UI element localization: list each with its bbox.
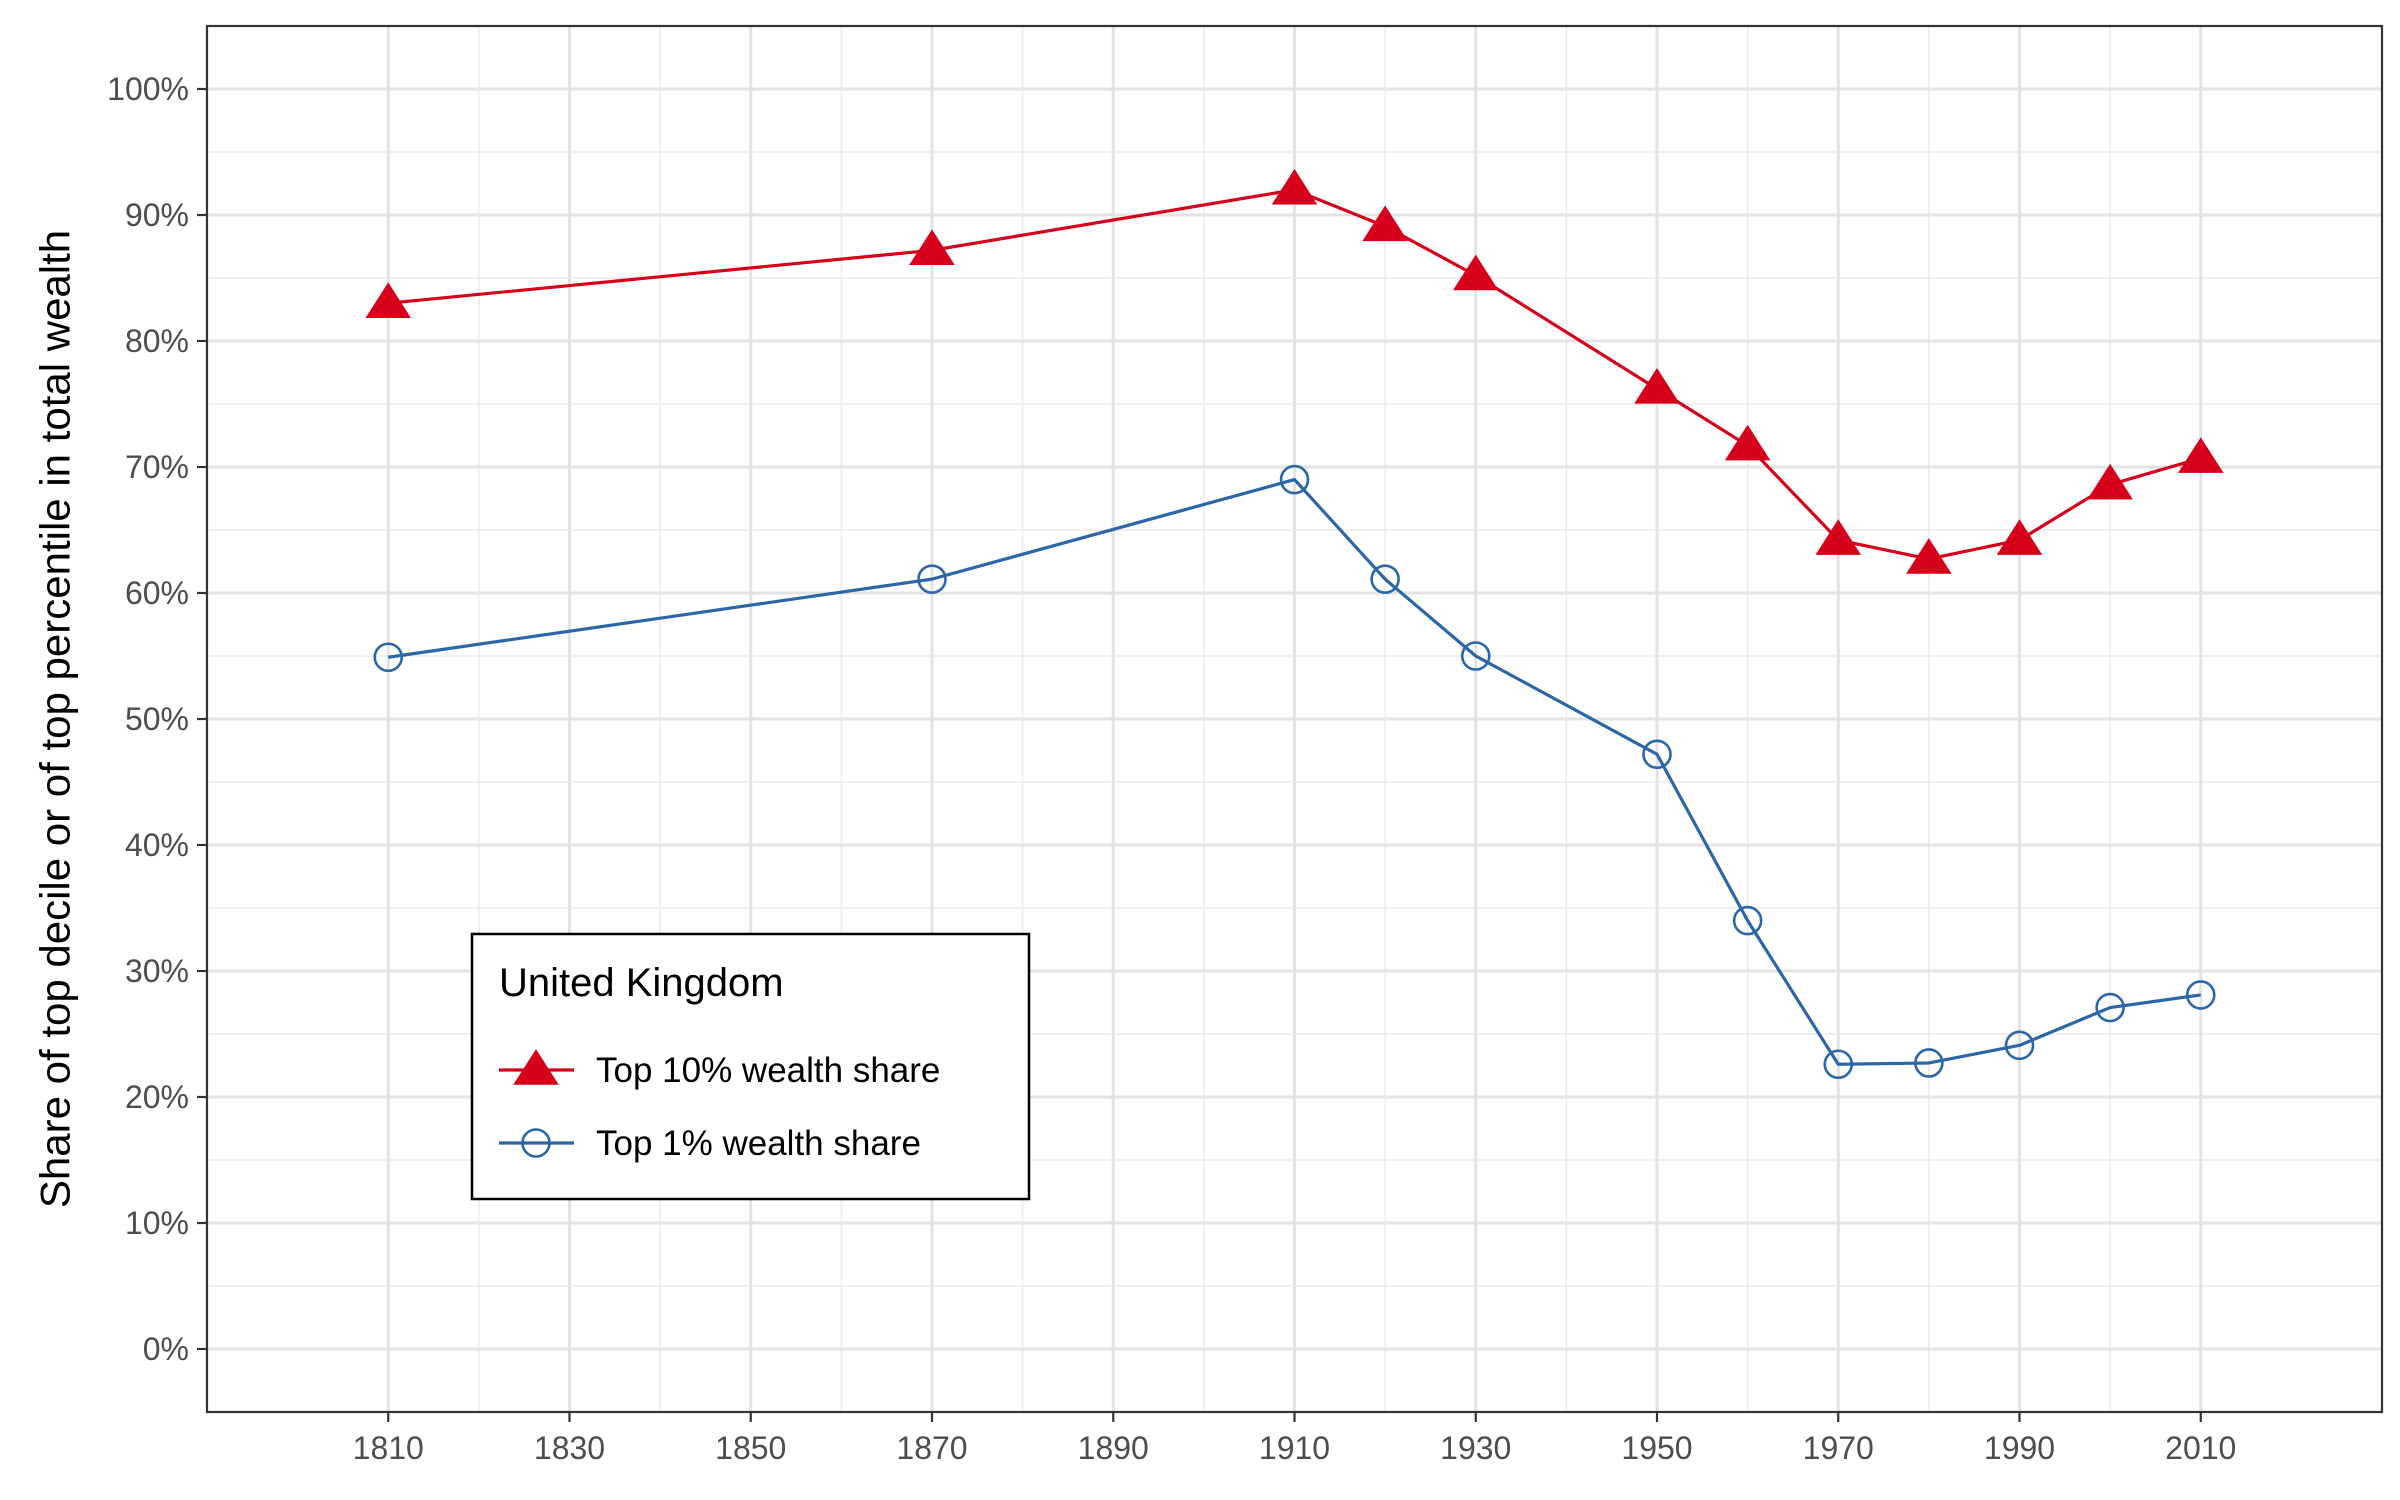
legend-box <box>470 932 1031 1201</box>
data-series <box>365 168 2224 1080</box>
x-tick-label: 1910 <box>1259 1430 1330 1466</box>
point-top-1 <box>2185 980 2216 1010</box>
series-top-10 <box>365 168 2224 574</box>
y-tick-label: 20% <box>125 1079 189 1115</box>
legend-title: United Kingdom <box>499 961 784 1005</box>
legend-label-top-10: Top 10% wealth share <box>596 1051 940 1090</box>
y-tick-label: 80% <box>125 323 189 359</box>
x-tick-label: 1810 <box>353 1430 424 1466</box>
y-tick-label: 40% <box>125 827 189 863</box>
major-gridlines <box>207 26 2382 1412</box>
point-top-10 <box>1362 205 1408 242</box>
x-tick-label: 1990 <box>1984 1430 2055 1466</box>
point-top-1 <box>2004 1030 2035 1061</box>
point-top-10 <box>2087 463 2133 500</box>
y-axis-tick-labels: 0% 10% 20% 30% 40% 50% 60% 70% 80% 90% 100% <box>107 71 189 1367</box>
point-top-10 <box>1452 254 1499 291</box>
y-tick-label: 70% <box>125 449 189 485</box>
x-tick-label: 1970 <box>1803 1430 1874 1466</box>
legend: United Kingdom Top 10% wealth share Top … <box>470 932 1031 1201</box>
point-top-1 <box>1279 464 1310 495</box>
x-tick-label: 1950 <box>1621 1430 1692 1466</box>
point-top-1 <box>1370 564 1400 594</box>
y-tick-label: 10% <box>125 1205 189 1241</box>
point-top-10 <box>1271 168 1318 205</box>
line-top-1 <box>388 478 2201 1066</box>
legend-label-top-1: Top 1% wealth share <box>596 1124 921 1163</box>
point-top-10 <box>1724 424 1771 461</box>
legend-key-top-1 <box>499 1128 574 1158</box>
y-axis-title: Share of top decile or of top percentile… <box>32 230 79 1208</box>
point-top-1 <box>1460 641 1491 671</box>
y-tick-label: 50% <box>125 701 189 737</box>
point-top-10 <box>1996 519 2043 555</box>
x-tick-label: 1930 <box>1440 1430 1511 1466</box>
point-top-10 <box>1634 368 1680 404</box>
x-tick-label: 1870 <box>896 1430 967 1466</box>
point-top-10 <box>365 282 412 318</box>
axis-ticks <box>197 87 2202 1422</box>
x-tick-label: 1850 <box>715 1430 786 1466</box>
legend-key-marker <box>521 1128 551 1158</box>
x-tick-label: 1830 <box>534 1430 605 1466</box>
point-top-1 <box>1914 1048 1944 1078</box>
x-tick-label: 2010 <box>2165 1430 2236 1466</box>
y-tick-label: 30% <box>125 953 189 989</box>
legend-key-top-10 <box>499 1049 574 1085</box>
y-tick-label: 60% <box>125 575 189 611</box>
series-top-1 <box>373 464 2216 1080</box>
point-top-1 <box>1642 739 1672 770</box>
y-tick-label: 90% <box>125 197 189 233</box>
point-top-1 <box>1823 1049 1854 1080</box>
line-top-10 <box>388 188 2202 561</box>
point-top-10 <box>1906 538 1952 574</box>
y-tick-label: 0% <box>143 1331 189 1367</box>
point-top-10 <box>1815 519 1862 555</box>
x-tick-label: 1890 <box>1078 1430 1149 1466</box>
x-axis-tick-labels: 1810 1830 1850 1870 1890 1910 1930 1950 1970 1990… <box>353 1430 2237 1466</box>
point-top-10 <box>909 229 955 266</box>
point-top-1 <box>917 564 947 594</box>
legend-key-marker <box>513 1049 559 1085</box>
point-top-1 <box>373 642 404 673</box>
point-top-10 <box>2177 437 2224 473</box>
y-tick-label: 100% <box>107 71 189 107</box>
point-top-1 <box>2095 992 2125 1023</box>
point-top-1 <box>1732 905 1763 936</box>
